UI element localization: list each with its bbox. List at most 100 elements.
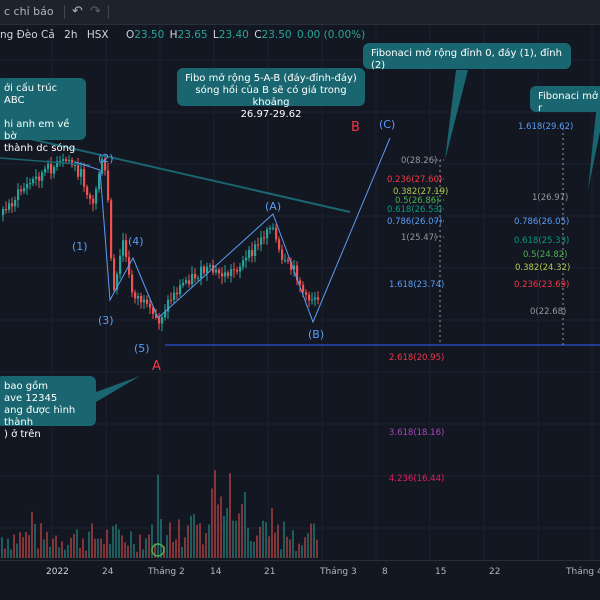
candle-body (179, 285, 182, 295)
abc-wave-path[interactable] (157, 137, 391, 324)
fibo-level-label: 0.236(27.60) (387, 175, 442, 185)
volume-bar (169, 522, 171, 558)
elliott-wave-path[interactable] (74, 161, 159, 319)
volume-bar (304, 537, 306, 558)
redo-icon[interactable]: ↷ (90, 4, 101, 19)
volume-bar (208, 524, 210, 558)
candle-body (116, 273, 119, 290)
candle-body (275, 227, 278, 240)
volume-bar (58, 547, 60, 558)
wave-label: (5) (134, 342, 150, 355)
candle-body (86, 186, 89, 195)
candle-body (293, 265, 296, 270)
top-toolbar: c chỉ báo ↶ ↷ (0, 0, 600, 25)
volume-bar (31, 511, 33, 558)
volume-bar (10, 549, 12, 558)
candle-body (122, 240, 125, 256)
ohlc-legend: ng Đèo Cả 2h HSX O23.50 H23.65 L23.40 C2… (0, 26, 367, 44)
trend-line[interactable] (0, 157, 91, 166)
volume-bar (25, 531, 27, 558)
x-tick: 15 (435, 567, 447, 577)
candle-body (224, 272, 227, 277)
candle-body (164, 311, 167, 318)
low-value: 23.40 (218, 29, 249, 41)
volume-bar (286, 536, 288, 558)
volume-bar (118, 529, 120, 558)
volume-bar (43, 539, 45, 558)
candle-body (215, 269, 218, 273)
fibo-right-level-label: 0.236(23.69) (514, 280, 569, 290)
candle-body (314, 297, 317, 300)
exchange-label: HSX (86, 29, 109, 41)
volume-bar (250, 540, 252, 558)
volume-bar (268, 536, 270, 558)
wave-12345-note[interactable]: bao gồm ave 12345 ang được hình thành ) … (0, 376, 96, 440)
volume-bar (298, 543, 300, 558)
candle-body (203, 266, 206, 273)
fibo-right-level-label: 0(22.68) (530, 307, 566, 317)
volume-bar (55, 535, 57, 558)
x-tick: Tháng 2 (148, 567, 185, 577)
candle-body (194, 273, 197, 279)
candle-body (176, 292, 179, 295)
volume-bar (136, 551, 138, 558)
interval-label[interactable]: 2h (64, 29, 78, 41)
fibo-level-label: 0.382(27.19) (393, 187, 448, 197)
candle-body (167, 299, 170, 312)
volume-bar (256, 535, 258, 558)
candle-body (47, 163, 50, 169)
volume-bar (85, 550, 87, 558)
fibo-extension-b-note[interactable]: Fibo mở rộng 5-A-B (đáy-đỉnh-đáy) sóng h… (177, 68, 365, 120)
volume-bar (310, 523, 312, 558)
fibo-right-level-label: 0.5(24.82) (523, 250, 567, 260)
candle-body (287, 259, 290, 262)
candle-body (185, 280, 188, 283)
indicators-button[interactable]: c chỉ báo (4, 5, 54, 18)
candle-body (98, 173, 101, 190)
candle-body (182, 282, 185, 286)
candle-body (272, 227, 275, 229)
candle-body (212, 265, 215, 273)
wave-label: (4) (128, 235, 144, 248)
candle-body (89, 194, 92, 199)
fibo-extension-c-note[interactable]: Fibonaci mở rộng đỉnh 0, đáy (1), đỉnh (… (363, 43, 571, 71)
symbol-name[interactable]: ng Đèo Cả (0, 29, 55, 41)
wave-label: (C) (379, 118, 395, 131)
candle-body (95, 189, 98, 204)
candle-body (92, 198, 95, 204)
time-axis[interactable]: 2022 24 Tháng 2 14 21 Tháng 3 8 15 22 Th… (0, 560, 600, 600)
x-tick: 8 (382, 567, 388, 577)
volume-bar (151, 524, 153, 558)
volume-bar (70, 537, 72, 558)
candle-body (71, 159, 74, 166)
volume-bar (127, 545, 129, 558)
abc-structure-note[interactable]: ới cấu trúc ABC hi anh em về bờ thành dc… (0, 78, 86, 154)
volume-bar (190, 515, 192, 558)
volume-bar (28, 535, 30, 558)
candle-body (158, 317, 161, 324)
volume-bar (202, 544, 204, 558)
wave-label: (B) (308, 328, 324, 341)
wave-label: (1) (72, 240, 88, 253)
candle-body (113, 258, 116, 290)
volume-bar (307, 533, 309, 558)
wave-label-big: B (351, 120, 360, 135)
volume-bar (103, 544, 105, 558)
undo-icon[interactable]: ↶ (72, 4, 83, 19)
x-tick: Tháng 3 (320, 567, 357, 577)
close-label: C (254, 29, 262, 41)
volume-bar (241, 503, 243, 558)
toolbar-divider (108, 5, 109, 19)
volume-bar (124, 542, 126, 558)
trend-line[interactable] (0, 131, 351, 213)
fibo-right-note[interactable]: Fibonaci mở r (530, 86, 600, 114)
candle-body (269, 227, 272, 230)
volume-bar (205, 533, 207, 558)
volume-bar (229, 473, 231, 558)
volume-bar (19, 532, 21, 558)
candle-body (299, 280, 302, 285)
callout-pointer (96, 376, 140, 402)
candle-body (257, 244, 260, 246)
